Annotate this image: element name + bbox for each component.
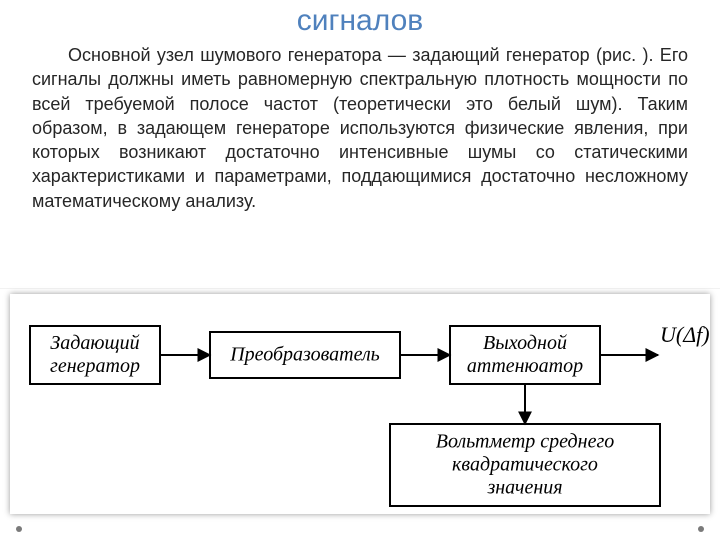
diagram-nodes: Задающийгенератор Преобразователь Выходной… [30, 326, 660, 506]
node-label-n1-1: генератор [50, 355, 140, 377]
block-diagram-svg: Задающийгенератор Преобразователь Выходной… [10, 294, 710, 514]
slide-title: сигналов [32, 4, 688, 37]
node-label-n2-0: Преобразователь [229, 344, 380, 366]
block-diagram-image: Задающийгенератор Преобразователь Выходной… [10, 294, 710, 514]
node-label-n4-1: квадратического [452, 454, 598, 476]
slide: сигналов Основной узел шумового генерато… [0, 4, 720, 540]
node-label-n4-2: значения [486, 477, 562, 499]
divider-line [0, 288, 720, 289]
corner-bullet-left [16, 526, 22, 532]
node-label-n3-0: Выходной [483, 332, 567, 354]
output-label: U(Δf) [660, 322, 710, 347]
node-label-n3-1: аттенюатор [467, 355, 583, 377]
corner-bullet-right [698, 526, 704, 532]
body-paragraph: Основной узел шумового генератора — зада… [32, 43, 688, 213]
node-label-n1-0: Задающий [50, 332, 139, 354]
node-label-n4-0: Вольтметр среднего [436, 431, 615, 453]
